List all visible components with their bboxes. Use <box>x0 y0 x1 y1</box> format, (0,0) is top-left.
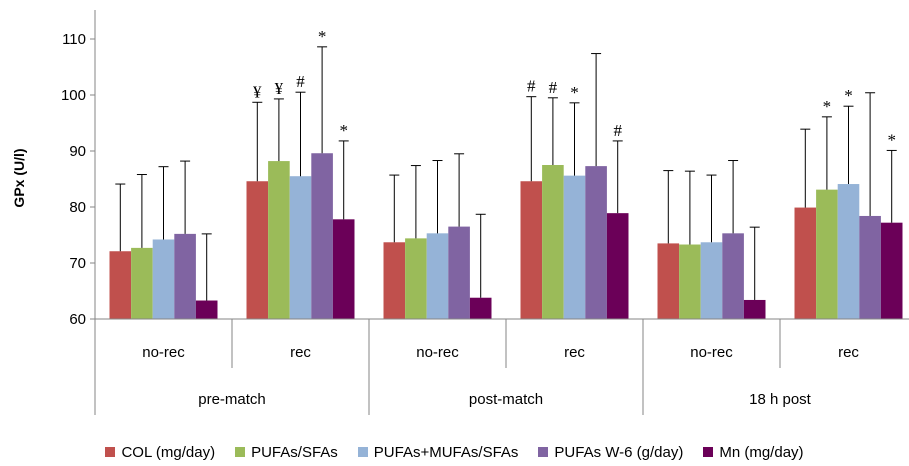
bar <box>585 166 607 319</box>
x-group-label: pre-match <box>198 391 266 408</box>
bar <box>880 222 903 319</box>
y-tick-label: 110 <box>62 31 86 48</box>
bar <box>700 242 723 319</box>
bar <box>816 189 838 319</box>
significance-marker: # <box>549 78 558 97</box>
legend-swatch <box>235 447 246 457</box>
bar <box>195 300 218 319</box>
bar <box>542 165 564 319</box>
significance-marker: * <box>844 86 853 105</box>
x-subcategory-label: rec <box>564 344 585 361</box>
bar <box>563 175 586 319</box>
bar <box>606 213 629 319</box>
bar <box>469 297 492 319</box>
y-tick-label: 70 <box>69 255 86 272</box>
bar <box>383 242 406 319</box>
significance-marker: ¥ <box>253 82 262 101</box>
legend-label: PUFAs/SFAs <box>251 443 338 461</box>
bar <box>332 219 355 319</box>
bar <box>268 161 290 319</box>
significance-markers: ¥ ¥ # * * # # * # * * * <box>253 27 896 150</box>
x-subcategory-label: rec <box>838 344 859 361</box>
significance-marker: ¥ <box>275 79 284 98</box>
bar <box>679 244 701 319</box>
bar <box>426 233 449 319</box>
x-subcategory-label: no-rec <box>690 344 733 361</box>
bar <box>520 181 543 319</box>
y-tick-label: 90 <box>69 143 86 160</box>
x-subcategory-label: rec <box>290 344 311 361</box>
legend-label: COL (mg/day) <box>121 443 216 461</box>
bar <box>289 176 312 319</box>
y-tick-label: 100 <box>61 87 86 104</box>
gpx-bar-chart: 60 70 80 90 100 110 ¥ ¥ # * * # # * # * * * no-rec rec pre… <box>11 10 909 415</box>
legend-label: Mn (mg/day) <box>719 443 804 461</box>
x-axis-categories: no-rec rec pre-match no-rec rec post-match no-… <box>94 318 909 415</box>
bar <box>794 207 817 319</box>
bar <box>657 243 680 319</box>
significance-marker: * <box>887 130 896 149</box>
chart-legend: COL (mg/day) PUFAs/SFAs PUFAs+MUFAs/SFAs PU… <box>0 440 909 464</box>
legend-swatch <box>538 447 549 457</box>
axes: 60 70 80 90 100 110 <box>61 10 96 328</box>
bar <box>131 247 153 319</box>
legend-swatch <box>703 447 714 457</box>
bar <box>174 233 196 319</box>
x-group-label: post-match <box>469 391 543 408</box>
bar <box>859 215 881 319</box>
significance-marker: * <box>570 83 579 102</box>
legend-label: PUFAs+MUFAs/SFAs <box>373 443 519 461</box>
legend-swatch <box>105 447 116 457</box>
y-tick-label: 80 <box>69 199 86 216</box>
bar <box>246 181 269 319</box>
bar <box>722 233 744 319</box>
x-group-label: 18 h post <box>749 391 812 408</box>
y-tick-label: 60 <box>69 311 86 328</box>
y-axis-label: GPx (U/l) <box>11 148 27 207</box>
legend-swatch <box>357 447 368 457</box>
significance-marker: * <box>339 121 348 140</box>
significance-marker: # <box>296 72 305 91</box>
bar <box>837 184 860 319</box>
bar <box>743 299 766 319</box>
legend-item: PUFAs/SFAs <box>235 444 338 461</box>
error-bars <box>115 46 897 301</box>
significance-marker: # <box>613 121 622 140</box>
bar <box>405 238 427 319</box>
bar <box>109 251 132 319</box>
legend-item: PUFAs+MUFAs/SFAs <box>357 443 519 461</box>
bar <box>152 239 175 319</box>
bar <box>448 226 470 319</box>
x-subcategory-label: no-rec <box>142 344 185 361</box>
significance-marker: # <box>527 77 536 96</box>
significance-marker: * <box>318 27 327 46</box>
significance-marker: * <box>823 97 832 116</box>
legend-label: PUFAs W-6 (g/day) <box>554 443 684 461</box>
bars <box>109 153 903 319</box>
legend-item: COL (mg/day) <box>105 444 215 461</box>
bar <box>311 153 333 319</box>
x-subcategory-label: no-rec <box>416 344 459 361</box>
legend-item: PUFAs W-6 (g/day) <box>538 444 683 461</box>
legend-item: Mn (mg/day) <box>703 443 804 461</box>
